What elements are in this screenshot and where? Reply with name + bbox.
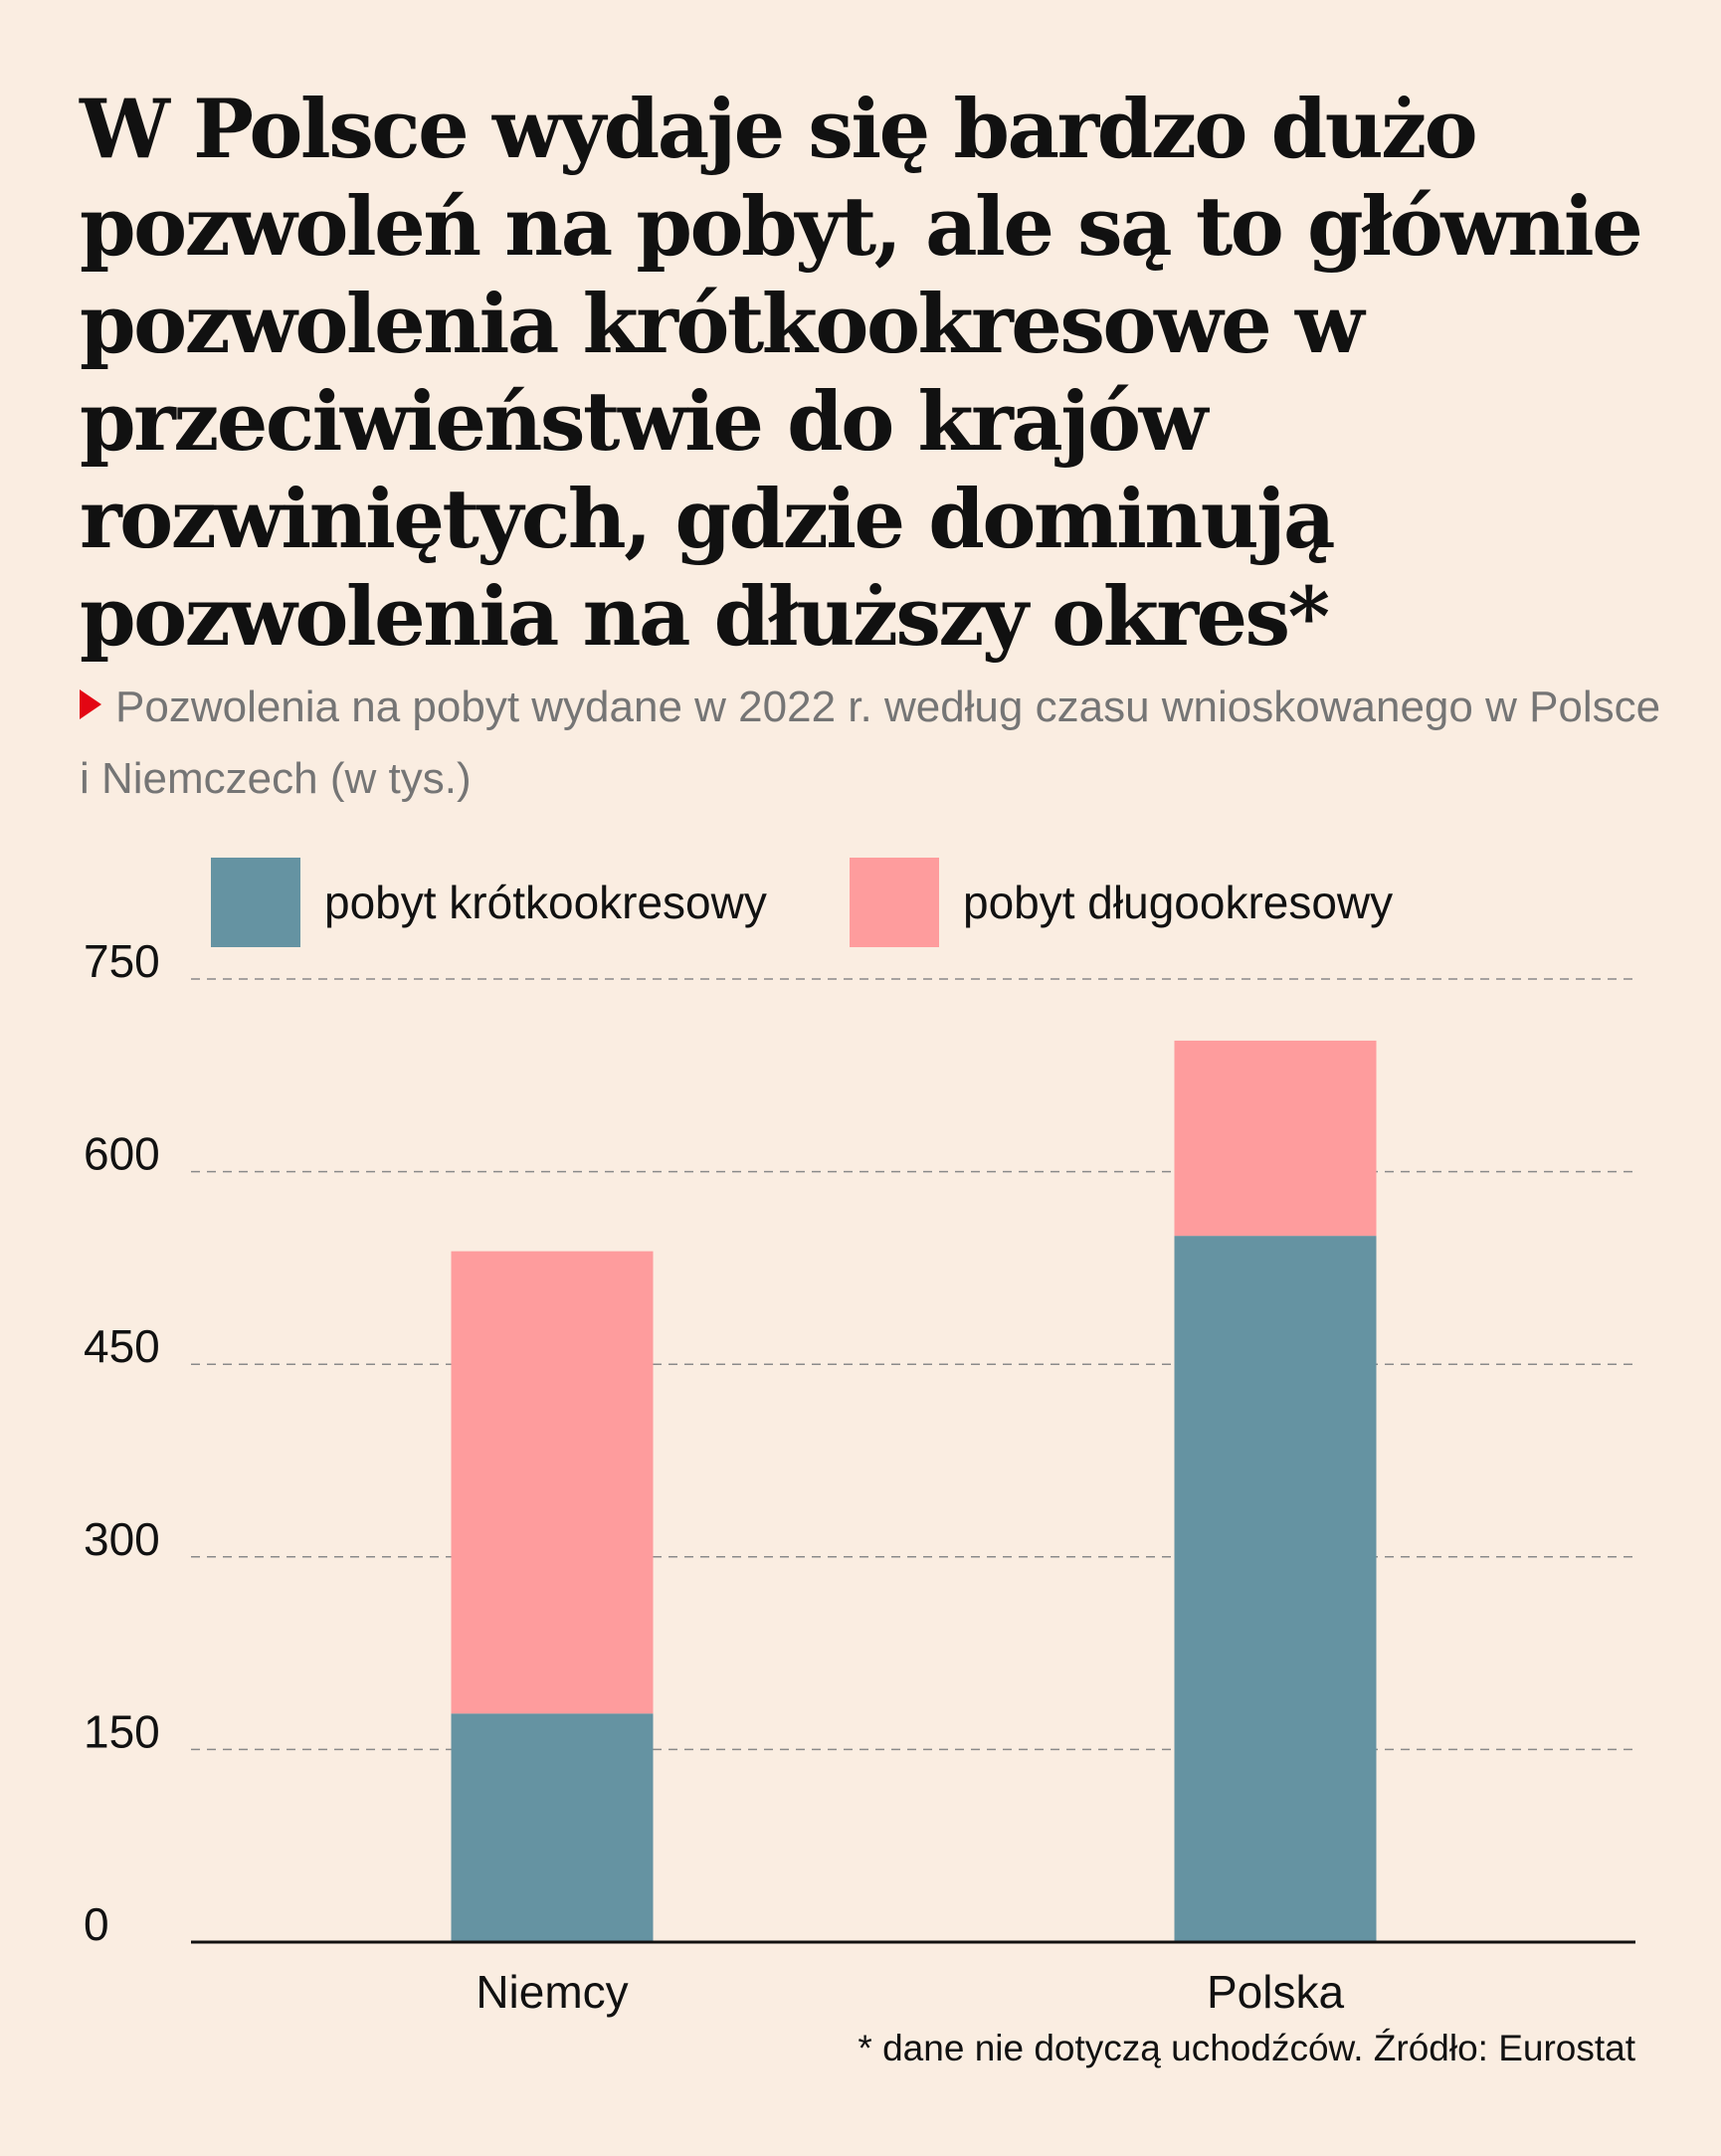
chart-title: W Polsce wydaje się bardzo dużo pozwoleń… [80,83,1643,665]
footnote-source: * dane nie dotyczą uchodźców. Źródło: Eu… [858,2028,1635,2068]
bar-short-term-niemcy [451,1713,654,1942]
subtitle-text: Pozwolenia na pobyt wydane w 2022 r. wed… [80,683,1661,803]
legend-item-short-term: pobyt krótkookresowy [211,858,767,947]
legend-label-short-term: pobyt krótkookresowy [324,877,767,928]
bar-short-term-polska [1174,1236,1377,1942]
legend-item-long-term: pobyt długookresowy [850,858,1393,947]
x-tick-label: Niemcy [476,1966,628,2018]
y-tick-label: 450 [84,1320,160,1372]
chart-subtitle: Pozwolenia na pobyt wydane w 2022 r. wed… [80,672,1681,815]
y-tick-label: 150 [84,1705,160,1757]
bar-long-term-polska [1174,1040,1377,1237]
legend-swatch-short-term [211,858,300,947]
legend-swatch-long-term [850,858,939,947]
y-tick-label: 300 [84,1513,160,1565]
bars [451,1040,1377,1942]
y-tick-label: 0 [84,1898,109,1950]
x-tick-label: Polska [1207,1966,1344,2018]
triangle-marker-icon [80,689,101,719]
axes: 0 150 300 450 600 750 Niemcy Polska [84,935,1635,2018]
legend-label-long-term: pobyt długookresowy [963,877,1394,928]
grid-lines [191,978,1635,1751]
bar-long-term-niemcy [451,1251,654,1714]
y-tick-label: 750 [84,935,160,987]
y-tick-label: 600 [84,1128,160,1180]
